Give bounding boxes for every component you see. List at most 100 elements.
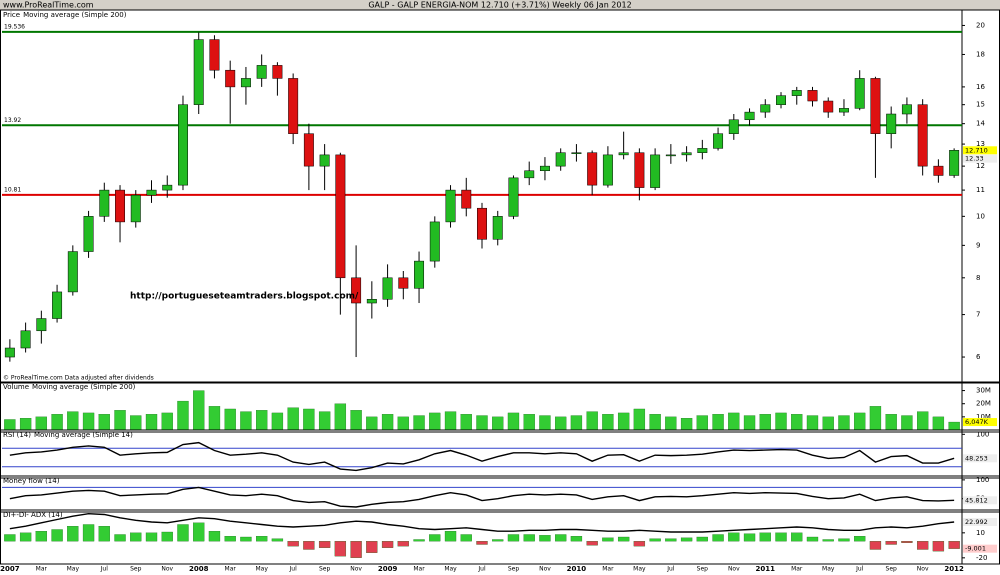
bar xyxy=(397,541,409,547)
candle-body xyxy=(524,170,535,179)
level-label: 19.536 xyxy=(4,23,25,30)
level-label: 10.81 xyxy=(4,186,21,193)
candle-body xyxy=(335,154,346,279)
candle-body xyxy=(713,133,724,149)
bar xyxy=(130,415,142,431)
candle-body xyxy=(366,299,377,304)
x-tick-label: Sep xyxy=(697,566,709,573)
candle-body xyxy=(303,133,314,167)
x-tick-label: May xyxy=(822,566,835,573)
bar xyxy=(948,541,960,549)
bar xyxy=(318,411,331,431)
candle-body xyxy=(477,207,487,240)
bar xyxy=(114,410,126,431)
candle-body xyxy=(901,104,912,115)
candle-body xyxy=(162,184,173,191)
bar xyxy=(539,535,551,542)
data-line xyxy=(9,486,955,508)
candle-body xyxy=(807,90,818,102)
bar xyxy=(665,416,677,431)
bar xyxy=(208,406,221,431)
bar xyxy=(492,539,504,542)
y-tick-label: 7 xyxy=(976,311,980,319)
bar xyxy=(177,524,189,542)
bar xyxy=(114,534,126,542)
bar xyxy=(570,415,583,431)
bar xyxy=(350,541,362,558)
bar xyxy=(932,541,945,552)
bar xyxy=(429,412,441,431)
bar xyxy=(208,531,221,542)
last-value-label: 12.33 xyxy=(965,155,984,163)
bar xyxy=(916,411,929,431)
y-tick-label: 8 xyxy=(976,274,980,282)
x-tick-label: Sep xyxy=(319,566,331,573)
level-label: 13.92 xyxy=(4,117,21,124)
x-tick-label: 2008 xyxy=(189,565,209,573)
bar xyxy=(633,408,646,431)
data-line xyxy=(9,441,955,472)
candle-body xyxy=(319,154,330,167)
bar xyxy=(932,416,945,431)
y-tick-label: 14 xyxy=(976,120,985,128)
candle-body xyxy=(382,277,393,300)
last-value-box xyxy=(963,146,997,155)
last-value-label: 22.992 xyxy=(965,518,988,526)
bar xyxy=(869,406,882,431)
candle-body xyxy=(351,277,362,304)
bar xyxy=(224,408,236,431)
x-tick-label: May xyxy=(255,566,268,573)
bar xyxy=(334,403,347,431)
bar xyxy=(885,541,897,545)
bar xyxy=(806,536,819,542)
y-tick-label: 30M xyxy=(976,387,991,395)
bar xyxy=(555,534,567,542)
bar xyxy=(901,541,913,543)
candle-body xyxy=(461,189,472,209)
bar xyxy=(67,411,79,431)
candle-body xyxy=(933,165,944,176)
x-tick-label: Jul xyxy=(666,566,675,573)
bar xyxy=(161,531,173,542)
x-tick-label: Mar xyxy=(413,566,425,573)
panel-subtitle: Moving average (Simple 200) xyxy=(32,383,136,391)
candle-body xyxy=(697,148,708,153)
panel-title: DI+-DI- ADX (14) xyxy=(3,511,63,519)
bar xyxy=(791,414,803,431)
candle-body xyxy=(917,104,928,167)
y-tick-label: 13 xyxy=(976,140,985,148)
candle-body xyxy=(115,189,126,223)
last-value-box xyxy=(963,154,997,163)
bar xyxy=(854,412,866,431)
candle-body xyxy=(791,90,802,96)
bar xyxy=(586,411,598,431)
candle-body xyxy=(99,189,110,217)
bar xyxy=(712,414,724,431)
bar xyxy=(240,536,252,542)
bar xyxy=(35,531,48,542)
x-tick-label: Nov xyxy=(539,566,551,573)
candle-body xyxy=(587,152,598,186)
bar xyxy=(19,418,32,431)
x-tick-label: 2010 xyxy=(567,565,587,573)
y-tick-label: 11 xyxy=(976,186,985,194)
last-value-box xyxy=(963,518,997,527)
bar xyxy=(413,415,425,431)
x-tick-label: May xyxy=(67,566,80,573)
panel-frame xyxy=(0,9,1000,384)
bar xyxy=(759,414,771,431)
bar xyxy=(130,532,142,542)
bar xyxy=(743,533,756,542)
bar xyxy=(602,537,614,542)
candle-body xyxy=(539,165,550,172)
bar xyxy=(444,531,457,542)
candle-body xyxy=(445,189,456,223)
bar xyxy=(303,408,315,431)
bar xyxy=(51,414,63,431)
bar xyxy=(4,419,16,431)
y-tick-label: -20 xyxy=(976,554,987,562)
candle-body xyxy=(776,95,786,105)
bar xyxy=(602,414,614,431)
bar xyxy=(476,415,488,431)
bar xyxy=(240,411,252,431)
